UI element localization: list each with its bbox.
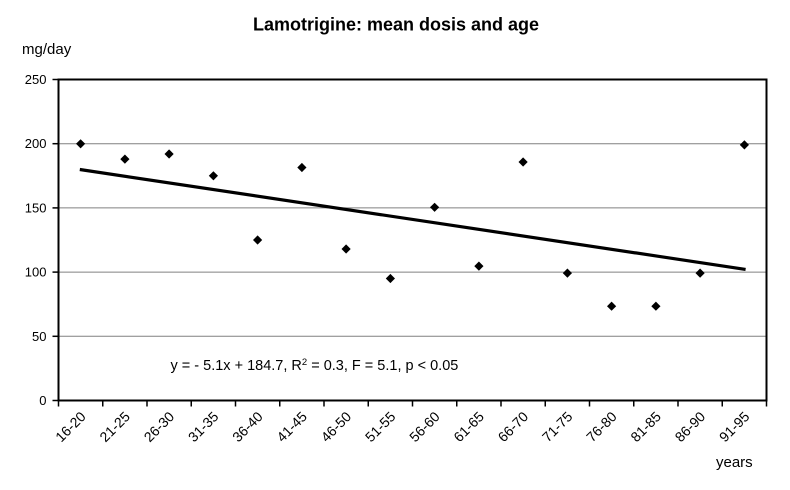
svg-text:mg/day: mg/day [22,41,72,58]
svg-text:Lamotrigine: mean dosis and ag: Lamotrigine: mean dosis and age [253,15,539,35]
svg-text:250: 250 [25,72,47,87]
svg-text:200: 200 [25,136,47,151]
svg-text:150: 150 [25,200,47,215]
svg-text:0: 0 [39,393,46,408]
svg-text:50: 50 [32,329,46,344]
svg-text:years: years [716,454,753,471]
svg-text:y = - 5.1x + 184.7, R2 = 0.3,: y = - 5.1x + 184.7, R2 = 0.3, F = 5.1, p… [171,357,459,374]
svg-text:100: 100 [25,265,47,280]
